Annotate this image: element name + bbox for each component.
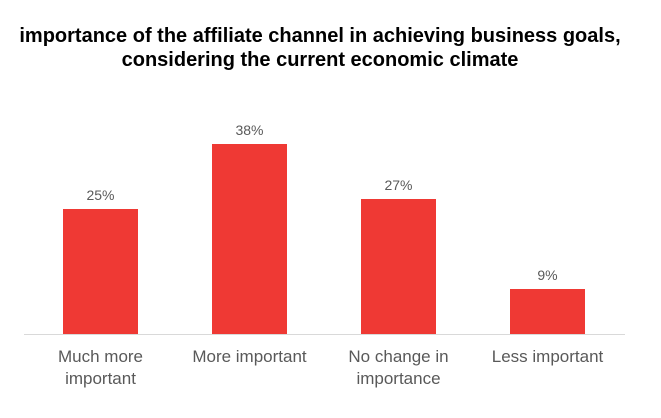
- bar: [63, 209, 138, 334]
- category-label: No change in importance: [348, 347, 448, 388]
- data-label: 27%: [384, 177, 412, 193]
- category-label: Less important: [492, 347, 604, 366]
- bar: [361, 199, 436, 334]
- data-label: 9%: [537, 267, 557, 283]
- bar: [212, 144, 287, 334]
- data-label: 38%: [235, 122, 263, 138]
- data-label: 25%: [86, 187, 114, 203]
- category-label: Much more important: [58, 347, 143, 388]
- chart-title: importance of the affiliate channel in a…: [19, 25, 621, 71]
- category-label: More important: [192, 347, 307, 366]
- bar: [510, 289, 585, 334]
